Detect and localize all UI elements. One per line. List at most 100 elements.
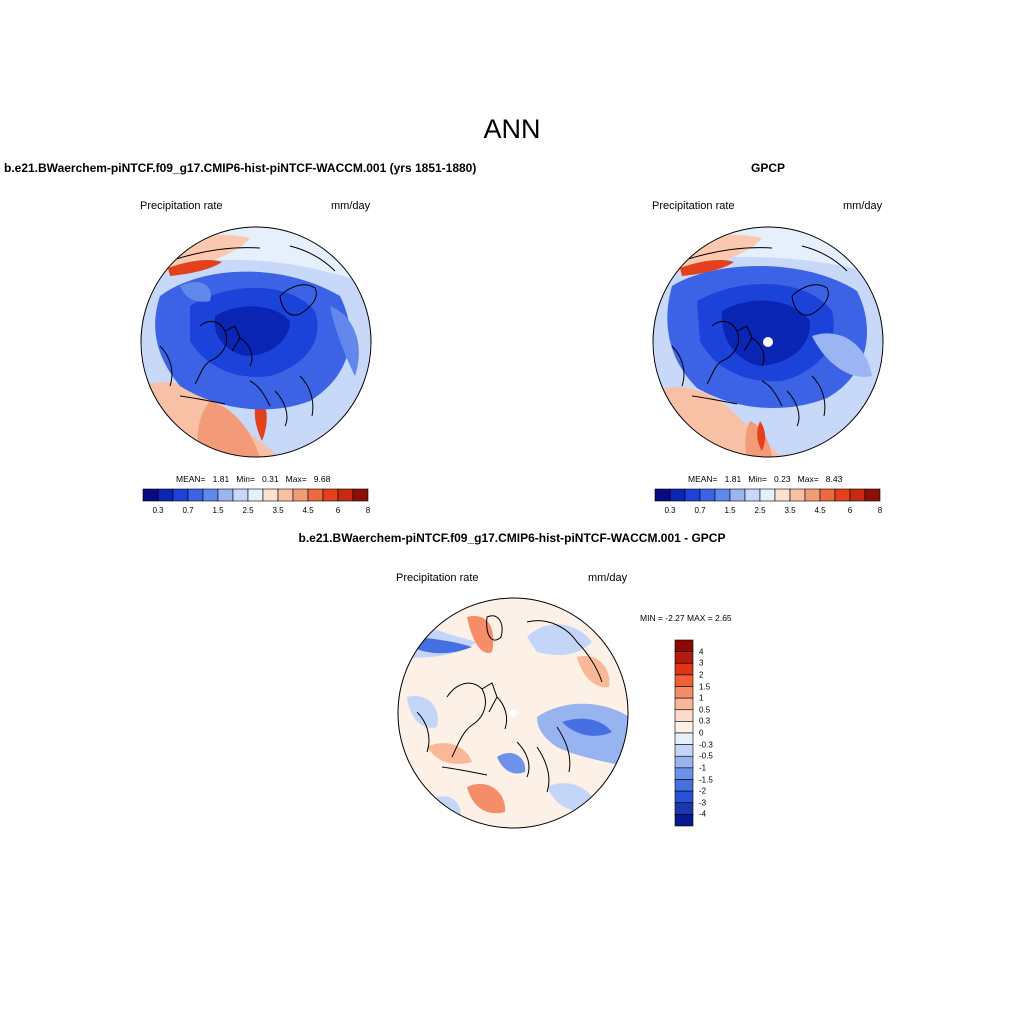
obs-units-label: mm/day	[843, 200, 883, 212]
diff-colorbar-tick-label: 4	[699, 647, 704, 657]
obs-colorbar-tick-label: 8	[877, 506, 883, 515]
obs-colorbar-tick-label: 4.5	[814, 506, 826, 515]
obs-colorbar-labels: 0.3 0.7 1.5 2.5 3.5 4.5 6 8	[655, 506, 883, 518]
obs-colorbar-box	[744, 488, 761, 502]
obs-stats: MEAN= 1.81 Min= 0.23 Max= 8.43	[688, 474, 842, 484]
obs-colorbar-box	[864, 488, 881, 502]
model-colorbar-box	[202, 488, 219, 502]
diff-units-label: mm/day	[588, 572, 628, 584]
diff-colorbar-tick-label: 0	[699, 728, 704, 738]
diff-variable-label: Precipitation rate	[396, 572, 479, 584]
model-colorbar-box	[187, 488, 204, 502]
model-colorbar-box	[172, 488, 189, 502]
obs-colorbar-box	[789, 488, 806, 502]
obs-colorbar-box	[729, 488, 746, 502]
obs-variable-label: Precipitation rate	[652, 200, 735, 212]
diff-colorbar-box	[674, 755, 694, 769]
obs-colorbar-box	[654, 488, 671, 502]
model-colorbar-box	[307, 488, 324, 502]
model-colorbar-tick-label: 3.5	[272, 506, 284, 515]
obs-polar-map	[652, 226, 884, 458]
diff-colorbar-tick-label: -0.3	[699, 740, 713, 750]
obs-colorbar-box	[714, 488, 731, 502]
obs-colorbar-box	[849, 488, 866, 502]
model-colorbar-tick-label: 1.5	[212, 506, 224, 515]
model-colorbar-labels: 0.3 0.7 1.5 2.5 3.5 4.5 6 8	[143, 506, 371, 518]
diff-colorbar-box	[674, 802, 694, 815]
obs-colorbar-tick-label: 1.5	[724, 506, 736, 515]
model-max-value: 9.68	[313, 474, 331, 484]
model-colorbar-box	[232, 488, 249, 502]
diff-colorbar-tick-label: 3	[699, 658, 704, 668]
diff-colorbar-tick-label: -2	[699, 786, 707, 796]
diff-colorbar-box	[674, 674, 694, 687]
obs-colorbar-tick-label: 0.3	[664, 506, 676, 515]
model-colorbar-box	[142, 488, 159, 502]
model-mean-label: MEAN=	[176, 474, 206, 484]
obs-min-label: Min=	[748, 474, 767, 484]
model-colorbar-box	[292, 488, 309, 502]
model-colorbar-box	[337, 488, 354, 502]
model-stats: MEAN= 1.81 Min= 0.31 Max= 9.68	[176, 474, 330, 484]
diff-colorbar-box	[674, 686, 694, 699]
diff-colorbar-tick-label: 0.5	[699, 705, 711, 715]
diff-colorbar-box	[674, 651, 694, 664]
obs-colorbar-tick-label: 6	[847, 506, 853, 515]
missing-data-pole	[763, 337, 773, 347]
model-colorbar-tick-label: 0.3	[152, 506, 164, 515]
obs-colorbar-box	[834, 488, 851, 502]
diff-colorbar-tick-label: -0.5	[699, 751, 713, 761]
diff-colorbar-tick-label: 2	[699, 670, 704, 680]
diff-colorbar-box	[674, 814, 694, 827]
obs-min-value: 0.23	[774, 474, 791, 484]
diff-colorbar-box	[674, 721, 694, 734]
diff-colorbar-box	[674, 732, 694, 745]
model-min-label: Min=	[236, 474, 255, 484]
model-mean-value: 1.81	[212, 474, 230, 484]
model-polar-map	[140, 226, 372, 458]
model-max-label: Max=	[285, 474, 307, 484]
obs-colorbar-box	[669, 488, 686, 502]
model-colorbar-tick-label: 0.7	[182, 506, 194, 515]
diff-colorbar-tick-label: -1	[699, 763, 707, 773]
obs-colorbar-box	[819, 488, 836, 502]
diff-colorbar	[674, 639, 694, 827]
model-colorbar-box	[157, 488, 174, 502]
model-colorbar-tick-label: 6	[335, 506, 341, 515]
model-colorbar-box	[352, 488, 369, 502]
obs-max-label: Max=	[797, 474, 819, 484]
obs-colorbar-tick-label: 3.5	[784, 506, 796, 515]
model-colorbar-box	[262, 488, 279, 502]
model-colorbar-box	[322, 488, 339, 502]
model-colorbar-tick-label: 8	[365, 506, 371, 515]
diff-panel-title: b.e21.BWaerchem-piNTCF.f09_g17.CMIP6-his…	[298, 531, 726, 545]
diff-colorbar-labels: 4 3 2 1.5 1 0.5 0.3 0 -0.3 -0.5 -1 -1.5 -2 -3 -4	[699, 640, 729, 826]
model-colorbar-box	[247, 488, 264, 502]
obs-colorbar	[654, 488, 881, 502]
diff-colorbar-tick-label: -4	[699, 809, 707, 819]
diff-colorbar-tick-label: 1.5	[699, 682, 711, 691]
diff-colorbar-box	[674, 709, 694, 722]
diff-colorbar-box	[674, 697, 694, 711]
obs-max-value: 8.43	[825, 474, 843, 484]
model-colorbar	[142, 488, 369, 502]
diff-colorbar-box	[674, 744, 694, 757]
model-colorbar-box	[217, 488, 234, 502]
model-colorbar-tick-label: 2.5	[242, 506, 254, 515]
obs-colorbar-box	[684, 488, 701, 502]
diff-colorbar-box	[674, 790, 694, 804]
diff-colorbar-tick-label: 0.3	[699, 716, 711, 726]
diff-stats: MIN = -2.27 MAX = 2.65	[640, 613, 732, 623]
figure-title: ANN	[483, 114, 541, 144]
model-colorbar-box	[277, 488, 294, 502]
obs-colorbar-box	[699, 488, 716, 502]
model-colorbar-tick-label: 4.5	[302, 506, 314, 515]
diff-polar-map	[397, 597, 629, 829]
diff-colorbar-tick-label: -1.5	[699, 775, 713, 784]
model-min-value: 0.31	[262, 474, 279, 484]
obs-mean-label: MEAN=	[688, 474, 718, 484]
diff-colorbar-box	[674, 767, 694, 780]
model-panel-title: b.e21.BWaerchem-piNTCF.f09_g17.CMIP6-his…	[4, 161, 477, 175]
diff-colorbar-box	[674, 779, 694, 792]
diff-colorbar-tick-label: -3	[699, 798, 707, 808]
